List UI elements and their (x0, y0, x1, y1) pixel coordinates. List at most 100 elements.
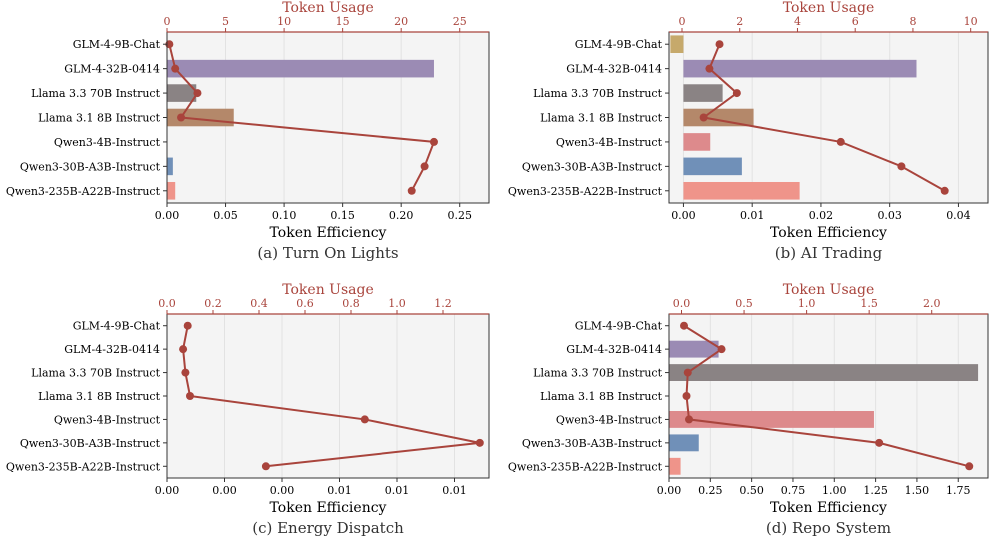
x-tick-label: 0.10 (272, 209, 297, 222)
token-usage-point (680, 321, 689, 330)
x-tick-label: 0.01 (385, 484, 410, 497)
x-tick-label: 0.00 (155, 484, 180, 497)
token-usage-point (940, 186, 949, 195)
token-usage-point (407, 186, 416, 195)
token-usage-point (965, 462, 974, 471)
token-usage-point (699, 113, 708, 122)
y-tick-label: Llama 3.1 8B Instruct (38, 390, 160, 403)
panel-caption: (a) Turn On Lights (257, 244, 398, 262)
token-usage-point (475, 438, 484, 447)
token-usage-point (705, 64, 714, 73)
x-tick-label: 0.75 (781, 484, 806, 497)
y-tick-label: Qwen3-4B-Instruct (54, 136, 161, 149)
y-tick-label: GLM-4-32B-0414 (64, 343, 160, 356)
token-usage-point (193, 89, 202, 98)
panel-a: 0.00 0.05 0.10 0.15 0.20 0.25 0 5 10 15 20 25 GLM-4-… (6, 0, 490, 262)
top-x-tick-label: 25 (453, 15, 467, 28)
token-usage-point (715, 40, 724, 49)
x-tick-label: 0.03 (877, 209, 902, 222)
x-tick-label: 1.00 (822, 484, 847, 497)
top-x-tick-label: 10 (277, 15, 291, 28)
y-tick-label: Qwen3-235B-A22B-Instruct (508, 185, 663, 198)
top-x-tick-label: 20 (394, 15, 408, 28)
top-axis-title: Token Usage (783, 0, 875, 16)
y-tick-label: GLM-4-32B-0414 (566, 343, 662, 356)
x-tick-label: 1.25 (863, 484, 888, 497)
top-x-tick-label: 0 (164, 15, 171, 28)
y-tick-label: GLM-4-32B-0414 (566, 63, 662, 76)
top-x-tick-label: 0.0 (673, 297, 691, 310)
panel-b: 0.00 0.01 0.02 0.03 0.04 0 2 4 6 8 10 GLM-4-9B-Chat… (508, 0, 989, 262)
y-tick-label: Llama 3.1 8B Instruct (540, 112, 662, 125)
panel-caption: (c) Energy Dispatch (252, 519, 404, 537)
x-tick-label: 0.01 (327, 484, 352, 497)
token-usage-point (683, 368, 692, 377)
x-tick-label: 0.04 (946, 209, 971, 222)
bar-glm-4-32b-0414 (683, 59, 917, 78)
y-tick-label: Llama 3.3 70B Instruct (31, 367, 160, 380)
bar-glm-4-32b-0414 (167, 59, 434, 78)
y-tick-label: GLM-4-9B-Chat (575, 38, 663, 51)
top-x-tick-label: 0.5 (735, 297, 753, 310)
plot-area (167, 314, 489, 478)
top-x-tick-label: 10 (964, 15, 978, 28)
panel-caption: (b) AI Trading (775, 244, 883, 262)
token-usage-point (171, 64, 180, 73)
y-tick-label: Qwen3-30B-A3B-Instruct (20, 160, 161, 173)
top-x-tick-label: 5 (222, 15, 229, 28)
top-x-tick-label: 8 (909, 15, 916, 28)
token-usage-point (420, 162, 429, 171)
x-tick-label: 0.15 (330, 209, 355, 222)
x-tick-label: 0.25 (698, 484, 723, 497)
top-x-tick-label: 1.5 (860, 297, 878, 310)
top-x-tick-label: 0.2 (204, 297, 222, 310)
x-axis-title: Token Efficiency (270, 500, 387, 516)
bar-glm-4-9b-chat (670, 35, 684, 54)
y-tick-label: Qwen3-235B-A22B-Instruct (6, 460, 161, 473)
x-axis-title: Token Efficiency (770, 500, 887, 516)
panel-d: 0.00 0.25 0.50 0.75 1.00 1.25 1.50 1.75 0.0 0.5 1.… (508, 282, 989, 537)
top-axis-title: Token Usage (783, 282, 875, 298)
x-tick-label: 0.01 (740, 209, 765, 222)
y-tick-label: GLM-4-9B-Chat (73, 320, 161, 333)
y-tick-label: Qwen3-235B-A22B-Instruct (6, 185, 161, 198)
token-usage-point (261, 462, 270, 471)
token-usage-point (682, 392, 691, 400)
bar-qwen3-235b-a22b-instruct (167, 181, 176, 200)
top-x-tick-label: 0.0 (158, 297, 176, 310)
top-axis-title: Token Usage (282, 282, 374, 298)
top-x-tick-label: 2 (736, 15, 743, 28)
top-x-tick-label: 1.0 (388, 297, 406, 310)
top-x-tick-label: 1.2 (434, 297, 452, 310)
token-usage-point (360, 415, 369, 424)
x-tick-label: 0.01 (442, 484, 467, 497)
x-tick-label: 0.00 (657, 484, 682, 497)
bar-qwen3-30b-a3b-instruct (669, 434, 699, 452)
token-usage-point (732, 89, 741, 98)
token-usage-point (183, 321, 192, 330)
top-x-tick-label: 1.0 (798, 297, 816, 310)
y-tick-label: Qwen3-4B-Instruct (556, 413, 663, 426)
bar-qwen3-30b-a3b-instruct (167, 157, 173, 176)
x-tick-label: 0.20 (389, 209, 414, 222)
y-tick-label: Llama 3.3 70B Instruct (533, 87, 662, 100)
bar-glm-4-32b-0414 (669, 340, 719, 358)
token-usage-point (717, 345, 726, 354)
top-x-tick-label: 15 (336, 15, 350, 28)
bar-llama-3-3-70b-instruct (683, 84, 723, 102)
bar-qwen3-4b-instruct (669, 410, 874, 428)
y-tick-label: GLM-4-32B-0414 (64, 63, 160, 76)
bar-llama-3-3-70b-instruct (669, 364, 979, 382)
x-axis-title: Token Efficiency (270, 225, 387, 241)
top-x-tick-label: 0 (678, 15, 685, 28)
bar-qwen3-235b-a22b-instruct (669, 457, 681, 475)
bar-llama-3-1-8b-instruct (683, 108, 754, 127)
top-x-tick-label: 6 (852, 15, 859, 28)
y-tick-label: Qwen3-235B-A22B-Instruct (508, 460, 663, 473)
y-tick-label: Qwen3-4B-Instruct (54, 413, 161, 426)
x-tick-label: 0.00 (270, 484, 295, 497)
bar-llama-3-1-8b-instruct (167, 108, 234, 127)
x-tick-label: 0.00 (671, 209, 696, 222)
top-x-tick-label: 4 (794, 15, 801, 28)
